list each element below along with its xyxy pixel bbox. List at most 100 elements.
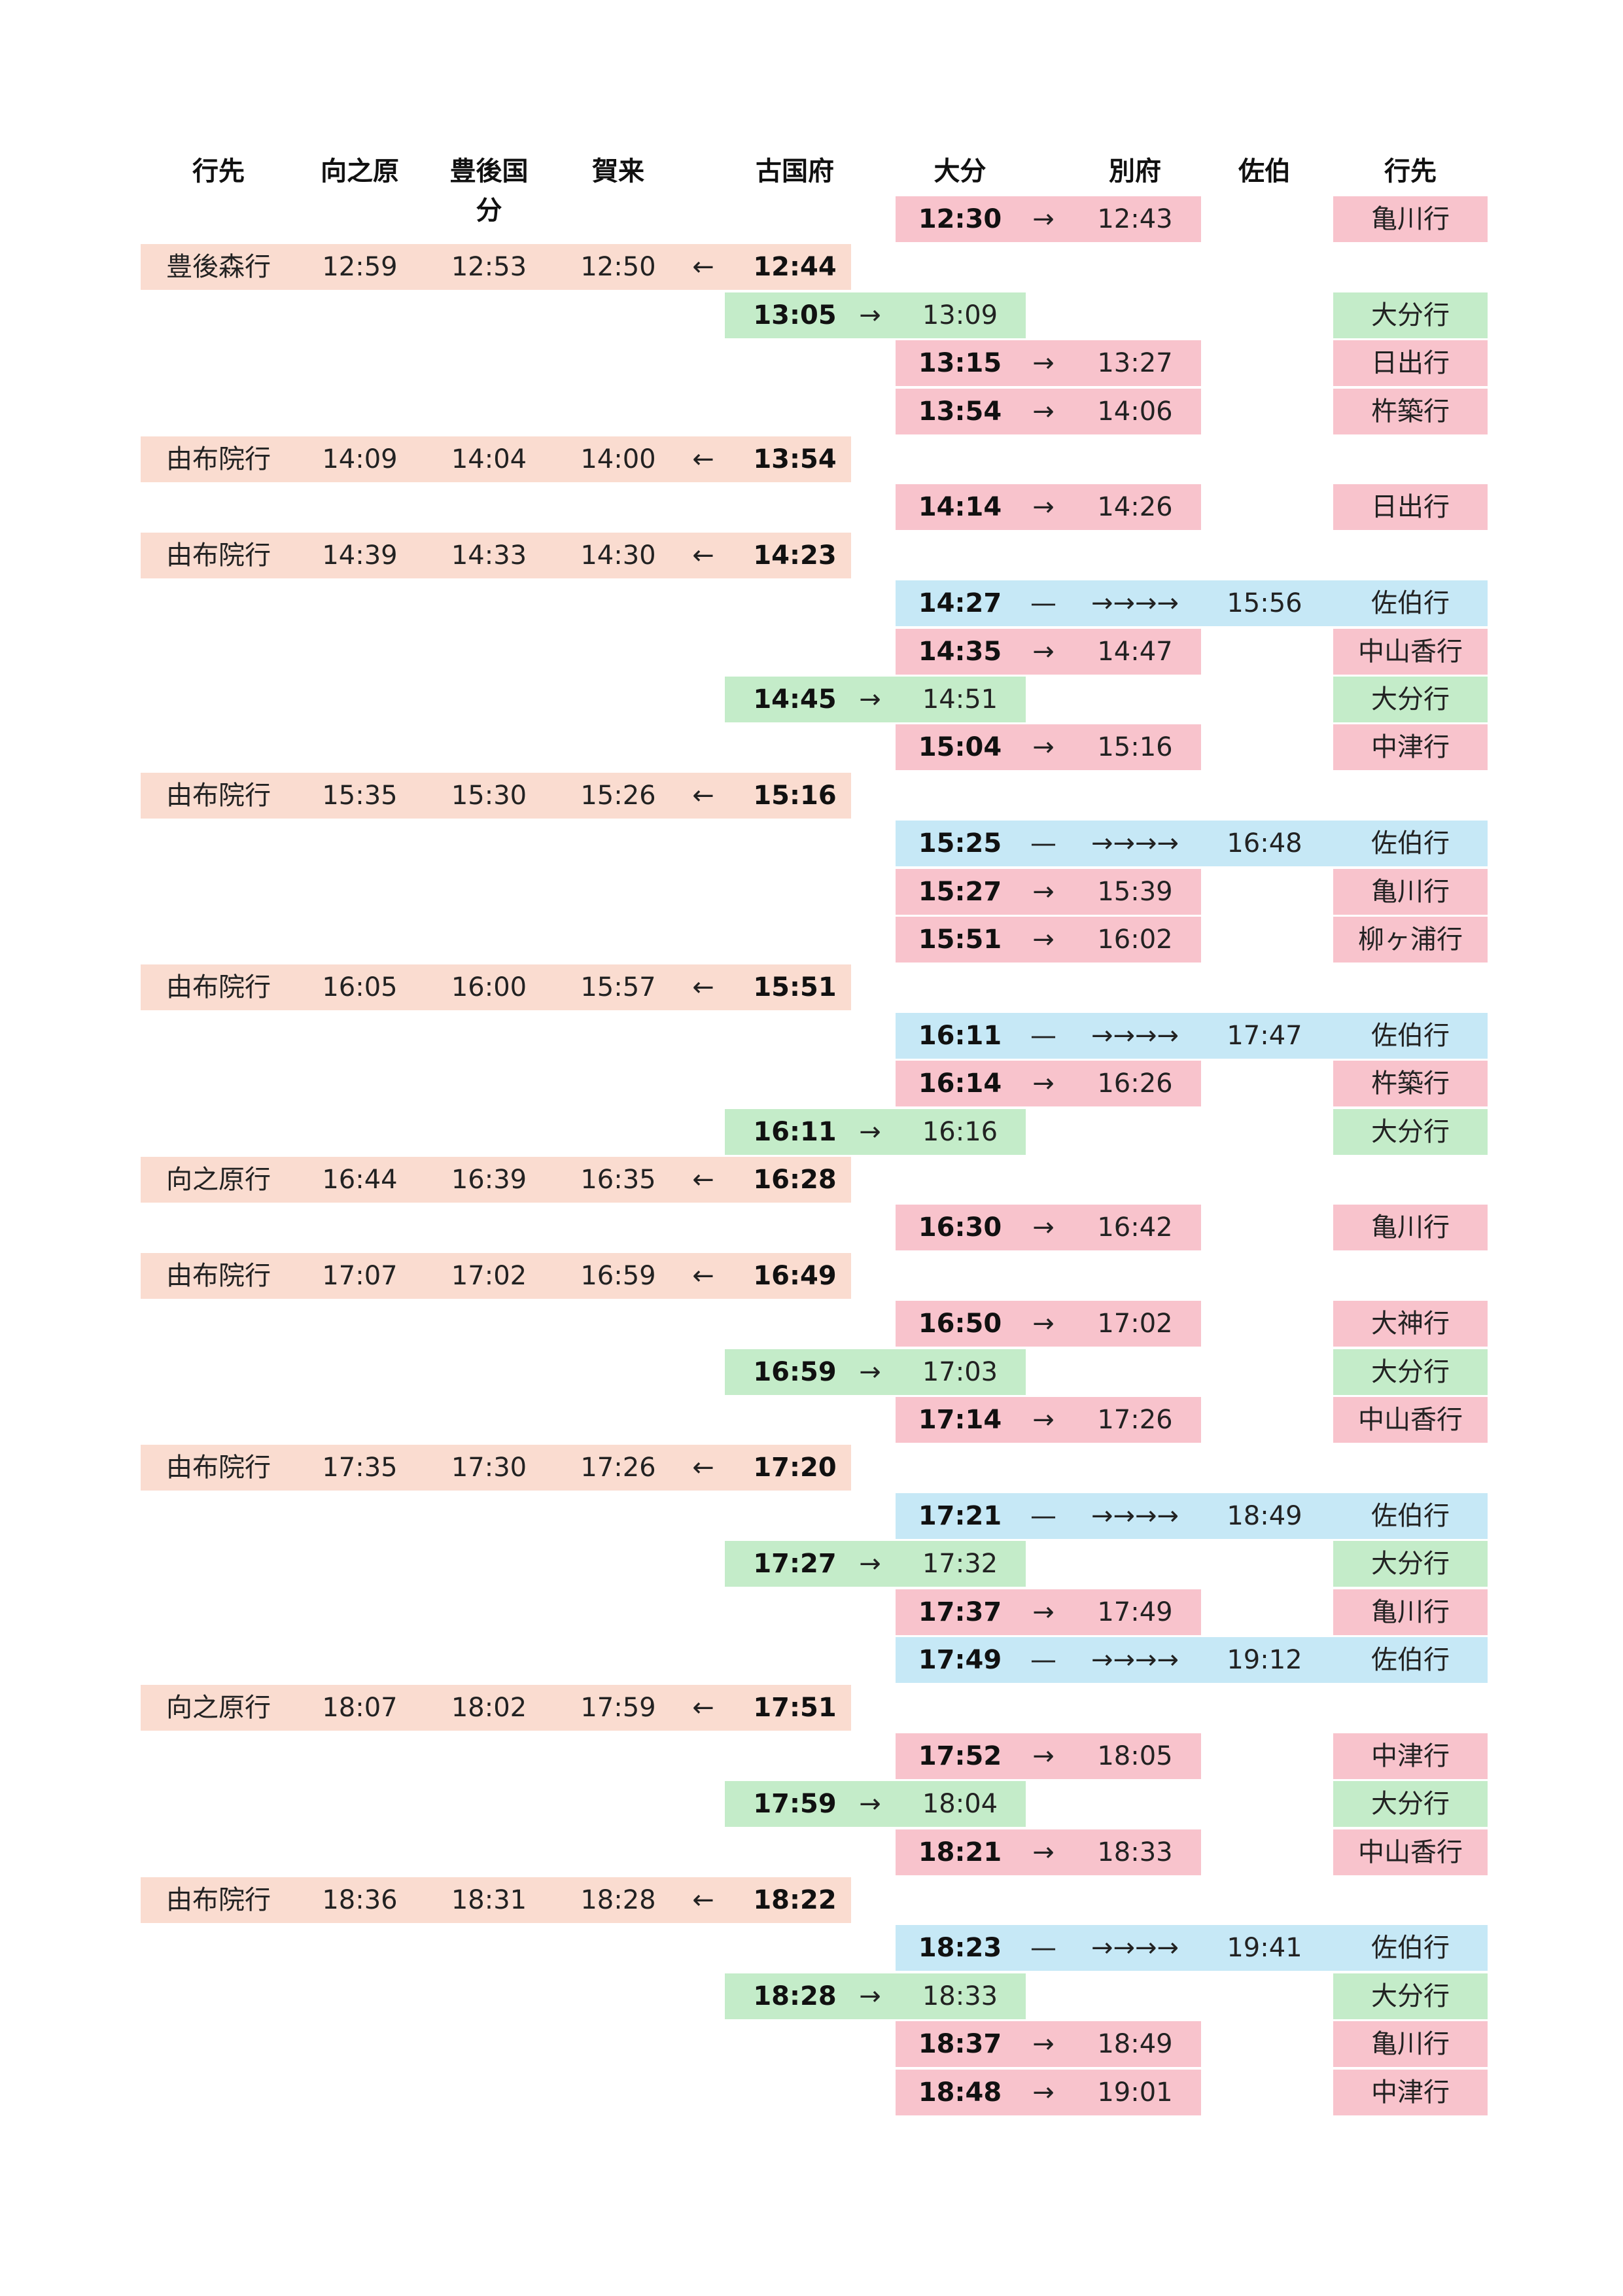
furugofu-time: 14:45 [753, 684, 837, 715]
destination-cell: 中山香行 [1358, 637, 1463, 667]
table-row: 16:14 → 16:26 杵築行 [0, 1061, 1623, 1106]
furugofu-time: 17:51 [753, 1693, 837, 1723]
table-row: 13:15 → 13:27 日出行 [0, 340, 1623, 386]
bungokokubu-time: 18:02 [451, 1693, 527, 1723]
kaku-time: 15:26 [580, 781, 656, 811]
row-band [725, 1349, 1026, 1395]
table-row: 由布院行 16:05 16:00 15:57 ← 15:51 [0, 964, 1623, 1010]
direction-arrow: → [1032, 1837, 1055, 1867]
table-row: 16:11 → 16:16 大分行 [0, 1109, 1623, 1155]
direction-arrow: ← [692, 1885, 714, 1915]
kaku-time: 14:30 [580, 540, 656, 571]
row-band [896, 1397, 1201, 1443]
destination-cell: 杵築行 [1371, 1069, 1450, 1099]
oita-time: 17:49 [918, 1645, 1002, 1675]
row-band [1333, 340, 1488, 386]
direction-arrow: ← [692, 540, 714, 571]
oita-time: 18:48 [918, 2077, 1002, 2108]
destination-cell: 大分行 [1371, 1357, 1450, 1387]
direction-arrow: → [1032, 1309, 1055, 1339]
kaku-time: 12:50 [580, 252, 656, 282]
saiki-time: 19:41 [1227, 1933, 1302, 1963]
row-band [141, 1445, 851, 1491]
row-band [1333, 869, 1488, 915]
furugofu-time: 17:59 [753, 1789, 837, 1819]
destination-cell: 中津行 [1371, 732, 1450, 762]
row-band [141, 964, 851, 1010]
kaku-time: 15:57 [580, 972, 656, 1002]
beppu-time: 17:26 [1097, 1405, 1173, 1435]
row-band [1333, 1733, 1488, 1779]
beppu-time: 15:16 [1097, 732, 1173, 762]
row-band [725, 292, 1026, 338]
destination-cell: 中山香行 [1358, 1837, 1463, 1867]
row-band [896, 1061, 1201, 1106]
mukainoharu-time: 17:07 [322, 1261, 398, 1291]
oita-time: 14:51 [922, 684, 998, 715]
furugofu-time: 15:16 [753, 781, 837, 811]
row-band [896, 1925, 1488, 1971]
table-row: 15:25 — →→→→ 16:48 佐伯行 [0, 821, 1623, 866]
table-row: 18:21 → 18:33 中山香行 [0, 1829, 1623, 1875]
table-row: 豊後森行 12:59 12:53 12:50 ← 12:44 [0, 244, 1623, 290]
kaku-time: 14:00 [580, 444, 656, 474]
table-row: 15:04 → 15:16 中津行 [0, 724, 1623, 770]
kaku-time: 17:59 [580, 1693, 656, 1723]
furugofu-time: 17:20 [753, 1453, 837, 1483]
table-row: 14:14 → 14:26 日出行 [0, 484, 1623, 530]
header-furugofu: 古国府 [756, 156, 834, 186]
row-band [1333, 629, 1488, 675]
pass-arrows: →→→→ [1091, 828, 1179, 858]
direction-arrow: ← [692, 972, 714, 1002]
table-row: 17:37 → 17:49 亀川行 [0, 1589, 1623, 1635]
direction-arrow: → [1032, 204, 1055, 234]
row-band [141, 1253, 851, 1299]
furugofu-time: 16:28 [753, 1165, 837, 1195]
destination-cell: 柳ヶ浦行 [1358, 925, 1463, 955]
row-band [896, 1493, 1488, 1539]
direction-arrow: → [1032, 1212, 1055, 1243]
kaku-time: 17:26 [580, 1453, 656, 1483]
furugofu-time: 13:05 [753, 300, 837, 330]
row-band [896, 1637, 1488, 1683]
oita-time: 17:37 [918, 1597, 1002, 1627]
row-band [896, 1205, 1201, 1250]
row-band [725, 677, 1026, 722]
mukainoharu-time: 15:35 [322, 781, 398, 811]
oita-time: 14:14 [918, 492, 1002, 522]
destination-cell: 佐伯行 [1371, 1645, 1450, 1675]
header-kaku: 賀来 [592, 156, 644, 186]
mukainoharu-time: 14:39 [322, 540, 398, 571]
destination-cell: 由布院行 [166, 1261, 271, 1291]
row-band [896, 629, 1201, 675]
direction-arrow: → [859, 1549, 881, 1579]
direction-arrow: → [1032, 637, 1055, 667]
furugofu-time: 12:44 [753, 252, 837, 282]
header-saiki: 佐伯 [1238, 156, 1291, 186]
oita-time: 14:27 [918, 588, 1002, 618]
table-row: 由布院行 14:39 14:33 14:30 ← 14:23 [0, 533, 1623, 578]
direction-arrow: ← [692, 252, 714, 282]
pass-dash: — [1030, 828, 1056, 858]
row-band [141, 1877, 851, 1923]
oita-time: 16:50 [918, 1309, 1002, 1339]
table-row: 16:59 → 17:03 大分行 [0, 1349, 1623, 1395]
row-band [896, 917, 1201, 963]
oita-time: 17:03 [922, 1357, 998, 1387]
oita-time: 18:23 [918, 1933, 1002, 1963]
destination-cell: 由布院行 [166, 972, 271, 1002]
beppu-time: 18:49 [1097, 2029, 1173, 2059]
row-band [1333, 1973, 1488, 2019]
direction-arrow: → [1032, 1405, 1055, 1435]
direction-arrow: ← [692, 1693, 714, 1723]
direction-arrow: → [859, 684, 881, 715]
direction-arrow: → [1032, 1069, 1055, 1099]
row-band [896, 389, 1201, 434]
pass-dash: — [1030, 1021, 1056, 1051]
table-row: 由布院行 17:35 17:30 17:26 ← 17:20 [0, 1445, 1623, 1491]
direction-arrow: → [1032, 877, 1055, 907]
row-band [1333, 1541, 1488, 1587]
row-band [141, 436, 851, 482]
row-band [141, 1685, 851, 1731]
oita-time: 16:16 [922, 1117, 998, 1147]
